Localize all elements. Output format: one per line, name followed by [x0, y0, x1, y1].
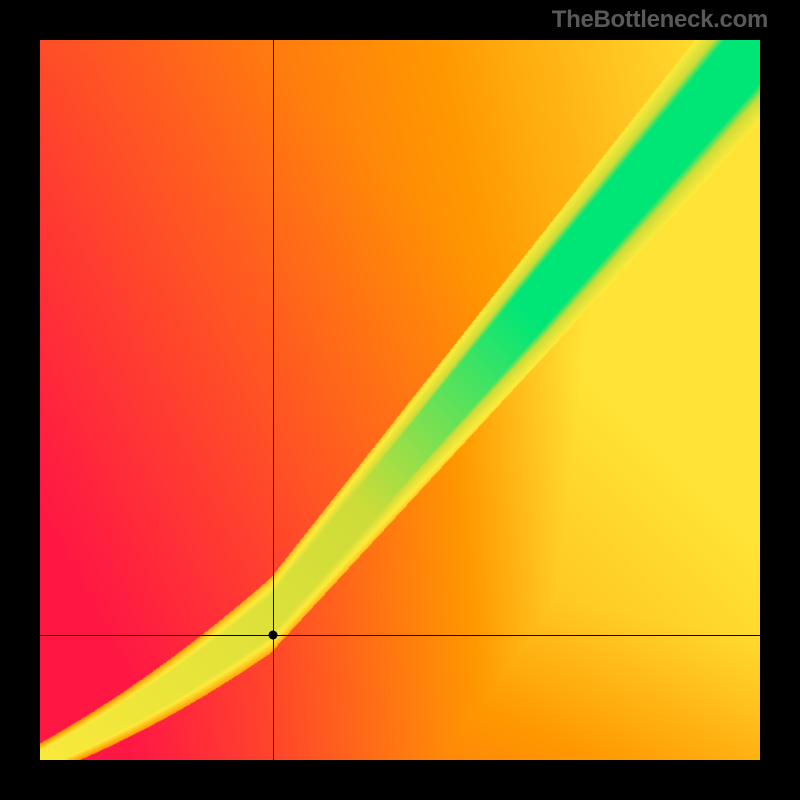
watermark-text: TheBottleneck.com	[552, 6, 768, 34]
heatmap-plot	[40, 40, 760, 760]
outer-frame: TheBottleneck.com	[0, 0, 800, 800]
heatmap-canvas	[40, 40, 760, 760]
